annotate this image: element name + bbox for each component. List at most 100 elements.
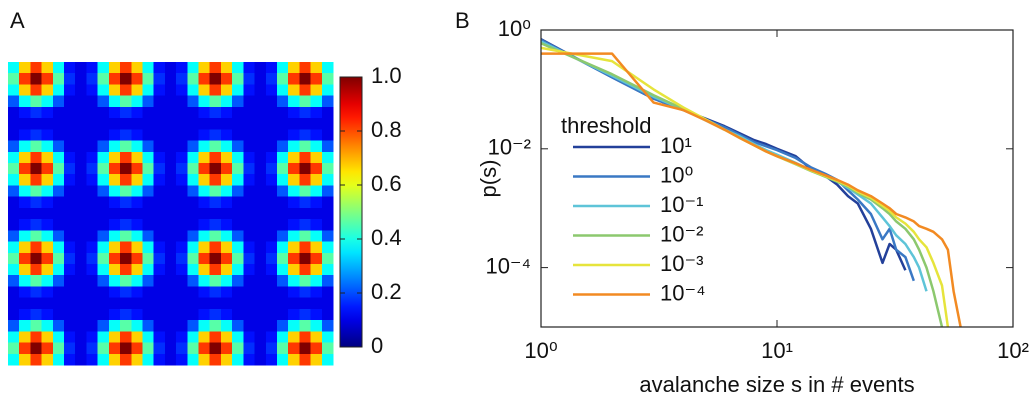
heatmap-cell bbox=[120, 297, 132, 310]
heatmap-cell bbox=[75, 73, 88, 86]
heatmap-cell bbox=[153, 151, 166, 164]
heatmap-cell bbox=[41, 297, 54, 310]
heatmap-cell bbox=[8, 264, 20, 276]
heatmap-cell bbox=[209, 129, 222, 142]
heatmap-cell bbox=[108, 286, 121, 299]
heatmap-cell bbox=[19, 140, 32, 153]
heatmap-cell bbox=[232, 264, 244, 276]
heatmap-cell bbox=[19, 320, 32, 332]
heatmap-cell bbox=[30, 308, 43, 321]
heatmap-cell bbox=[164, 140, 177, 153]
heatmap-cell bbox=[276, 342, 289, 355]
heatmap-cell bbox=[310, 163, 323, 175]
heatmap-cell bbox=[299, 264, 312, 276]
heatmap-cell bbox=[254, 185, 267, 198]
heatmap-cell bbox=[232, 163, 244, 175]
heatmap-cell bbox=[108, 297, 121, 310]
heatmap-cell bbox=[142, 174, 155, 187]
heatmap-cell bbox=[164, 95, 177, 108]
heatmap-cell bbox=[220, 163, 233, 175]
heatmap-cell bbox=[310, 118, 323, 130]
heatmap-cell bbox=[220, 241, 233, 254]
heatmap-cell bbox=[288, 62, 300, 74]
heatmap-cell bbox=[108, 241, 121, 254]
heatmap-cell bbox=[299, 286, 312, 299]
heatmap-cell bbox=[86, 106, 99, 119]
heatmap-cell bbox=[131, 275, 144, 288]
heatmap-cell bbox=[75, 196, 88, 209]
heatmap-cell bbox=[198, 84, 211, 97]
heatmap-cell bbox=[265, 264, 278, 276]
heatmap-cell bbox=[310, 286, 323, 299]
heatmap-cell bbox=[164, 207, 177, 220]
heatmap-cell bbox=[254, 95, 267, 108]
heatmap-cell bbox=[30, 342, 43, 355]
heatmap-cell bbox=[153, 252, 166, 265]
heatmap-cell bbox=[131, 207, 144, 220]
heatmap-cell bbox=[41, 73, 54, 86]
heatmap-cell bbox=[176, 84, 188, 97]
heatmap-cell bbox=[198, 342, 211, 355]
heatmap-cell bbox=[97, 275, 110, 288]
heatmap-cell bbox=[120, 62, 132, 74]
heatmap-cell bbox=[299, 118, 312, 130]
heatmap-cell bbox=[86, 207, 99, 220]
heatmap-cell bbox=[52, 106, 65, 119]
heatmap-cell bbox=[64, 230, 76, 243]
heatmap-cell bbox=[187, 196, 200, 209]
heatmap-cell bbox=[86, 297, 99, 310]
heatmap-cell bbox=[220, 308, 233, 321]
heatmap-cell bbox=[19, 84, 32, 97]
heatmap-cell bbox=[198, 73, 211, 86]
heatmap-cell bbox=[254, 196, 267, 209]
heatmap-cell bbox=[108, 151, 121, 164]
heatmap-cell bbox=[232, 308, 244, 321]
heatmap-cell bbox=[52, 185, 65, 198]
heatmap-cell bbox=[41, 230, 54, 243]
heatmap-cell bbox=[321, 185, 334, 198]
heatmap-cell bbox=[243, 342, 256, 355]
heatmap-cell bbox=[75, 118, 88, 130]
y-tick-label: 10⁰ bbox=[498, 16, 531, 41]
heatmap-cell bbox=[176, 230, 188, 243]
heatmap-cell bbox=[276, 320, 289, 332]
heatmap-cell bbox=[164, 297, 177, 310]
heatmap-cell bbox=[8, 62, 20, 74]
heatmap-cell bbox=[120, 196, 132, 209]
heatmap-cell bbox=[232, 241, 244, 254]
heatmap-cell bbox=[108, 252, 121, 265]
heatmap-cell bbox=[52, 174, 65, 187]
heatmap-cell bbox=[254, 174, 267, 187]
heatmap-cell bbox=[52, 62, 65, 74]
heatmap-cell bbox=[265, 308, 278, 321]
heatmap-cell bbox=[276, 84, 289, 97]
heatmap-cell bbox=[120, 174, 132, 187]
heatmap-cell bbox=[288, 163, 300, 175]
legend-label: 10¹ bbox=[660, 133, 692, 158]
heatmap-cell bbox=[142, 140, 155, 153]
legend-title: threshold bbox=[561, 113, 652, 138]
heatmap-cell bbox=[187, 353, 200, 366]
heatmap-cell bbox=[164, 320, 177, 332]
heatmap-cell bbox=[310, 230, 323, 243]
heatmap-cell bbox=[254, 320, 267, 332]
heatmap-cell bbox=[265, 320, 278, 332]
heatmap-cell bbox=[142, 275, 155, 288]
heatmap-cell bbox=[254, 219, 267, 231]
heatmap-cell bbox=[19, 163, 32, 175]
heatmap-cell bbox=[41, 62, 54, 74]
heatmap-cell bbox=[299, 207, 312, 220]
heatmap-cell bbox=[30, 297, 43, 310]
heatmap-cell bbox=[265, 241, 278, 254]
heatmap-cell bbox=[75, 84, 88, 97]
heatmap-cell bbox=[8, 163, 20, 175]
heatmap-cell bbox=[187, 207, 200, 220]
heatmap-cell bbox=[153, 185, 166, 198]
heatmap-cell bbox=[30, 106, 43, 119]
heatmap-cell bbox=[299, 342, 312, 355]
heatmap-cell bbox=[30, 84, 43, 97]
heatmap-cell bbox=[299, 129, 312, 142]
heatmap-cell bbox=[288, 342, 300, 355]
heatmap-cell bbox=[97, 163, 110, 175]
heatmap-cell bbox=[254, 297, 267, 310]
